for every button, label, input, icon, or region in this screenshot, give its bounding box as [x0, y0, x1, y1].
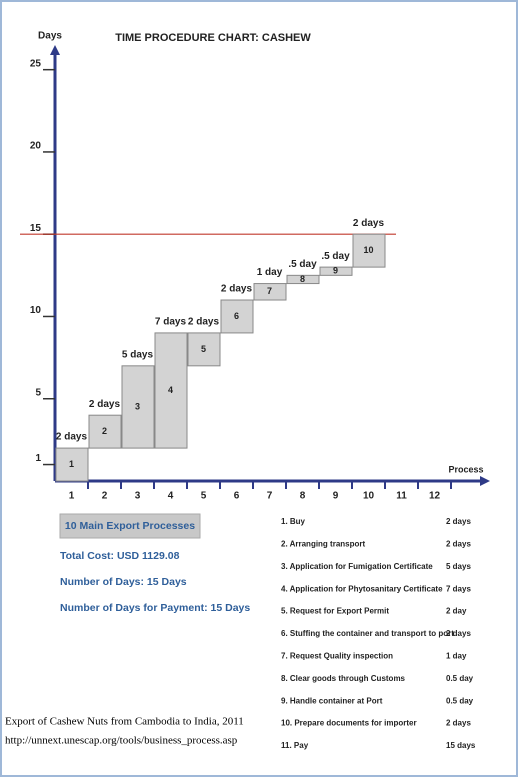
process-duration: 15 days — [446, 741, 476, 750]
process-name: 2. Arranging transport — [281, 540, 365, 549]
value-label: .5 day — [321, 251, 350, 262]
bar-number: 7 — [267, 286, 272, 296]
y-tick-label: 25 — [30, 58, 42, 69]
value-label: .5 day — [288, 259, 317, 270]
value-label: 2 days — [56, 432, 88, 443]
summary-box — [59, 513, 201, 539]
bar — [286, 274, 320, 285]
x-axis-label: Process — [448, 464, 483, 474]
y-tick-label: 10 — [30, 305, 42, 316]
process-duration: 7 days — [446, 584, 471, 593]
x-tick-label: 10 — [363, 491, 375, 502]
process-name: 1. Buy — [281, 517, 306, 526]
bar-number: 2 — [102, 426, 107, 436]
value-label: 2 days — [188, 317, 220, 328]
x-tick-label: 12 — [429, 491, 441, 502]
value-label: 7 days — [155, 317, 187, 328]
x-tick-label: 1 — [69, 491, 75, 502]
y-tick-label: 20 — [30, 141, 42, 152]
process-duration: 2 days — [446, 517, 471, 526]
x-tick-label: 4 — [168, 491, 174, 502]
bar-number: 6 — [234, 311, 239, 321]
process-duration: 5 days — [446, 562, 471, 571]
value-label: 5 days — [122, 349, 154, 360]
bar — [154, 332, 188, 449]
x-tick-label: 3 — [135, 491, 141, 502]
value-label: 2 days — [353, 218, 385, 229]
x-tick-label: 5 — [201, 491, 207, 502]
bar-number: 10 — [363, 245, 373, 255]
process-name: 7. Request Quality inspection — [281, 652, 393, 661]
bar — [187, 332, 221, 367]
x-arrow — [480, 476, 490, 486]
process-name: 8. Clear goods through Customs — [281, 674, 406, 683]
bar — [352, 233, 386, 268]
bar-number: 9 — [333, 266, 338, 276]
y-axis-label: Days — [38, 31, 62, 42]
bar-number: 4 — [168, 385, 173, 395]
chart-title: TIME PROCEDURE CHART: CASHEW — [115, 32, 311, 44]
y-arrow — [50, 45, 60, 55]
x-tick-label: 8 — [300, 491, 306, 502]
bar — [220, 299, 254, 334]
process-name: 6. Stuffing the container and transport … — [281, 629, 454, 638]
y-tick-label: 15 — [30, 223, 42, 234]
summary-line: Number of Days for Payment: 15 Days — [60, 602, 250, 614]
x-tick-label: 11 — [396, 491, 407, 502]
bar-number: 8 — [300, 274, 305, 284]
process-duration: 0.5 day — [446, 696, 474, 705]
source: Export of Cashew Nuts from Cambodia to I… — [5, 716, 244, 728]
y-tick-label: 1 — [35, 453, 41, 464]
x-tick-label: 6 — [234, 491, 240, 502]
summary-line: Number of Days: 15 Days — [60, 576, 187, 588]
process-duration: 2 day — [446, 607, 467, 616]
y-tick-label: 5 — [35, 387, 41, 398]
source: http://unnext.unescap.org/tools/business… — [5, 735, 238, 747]
bar — [55, 447, 89, 482]
process-duration: 0.5 day — [446, 674, 474, 683]
bar-number: 5 — [201, 344, 206, 354]
value-label: 2 days — [89, 399, 121, 410]
bar — [121, 365, 155, 449]
bar-number: 1 — [69, 459, 74, 469]
value-label: 1 day — [257, 267, 283, 278]
process-name: 4. Application for Phytosanitary Certifi… — [281, 584, 443, 593]
process-name: 10. Prepare documents for importer — [281, 719, 417, 728]
summary-line: Total Cost: USD 1129.08 — [60, 550, 180, 562]
process-name: 5. Request for Export Permit — [281, 607, 389, 616]
process-duration: 2 days — [446, 629, 471, 638]
summary-heading: 10 Main Export Processes — [65, 520, 195, 532]
process-name: 9. Handle container at Port — [281, 696, 383, 705]
process-duration: 2 days — [446, 719, 471, 728]
process-duration: 1 day — [446, 652, 467, 661]
bar — [319, 266, 353, 276]
bar — [253, 283, 287, 301]
value-label: 2 days — [221, 284, 253, 295]
x-tick-label: 7 — [267, 491, 273, 502]
bar-number: 3 — [135, 401, 140, 411]
bar — [88, 414, 122, 449]
x-tick-label: 9 — [333, 491, 339, 502]
process-duration: 2 days — [446, 540, 471, 549]
process-name: 11. Pay — [281, 741, 309, 750]
process-name: 3. Application for Fumigation Certificat… — [281, 562, 433, 571]
x-tick-label: 2 — [102, 491, 108, 502]
